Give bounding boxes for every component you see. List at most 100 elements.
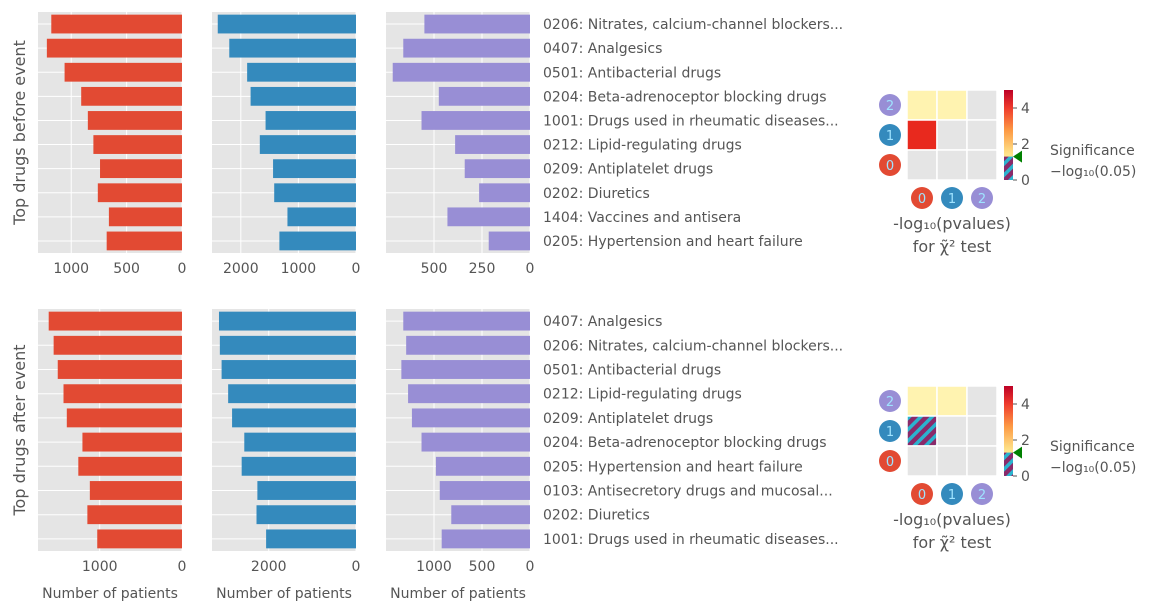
bar — [406, 335, 530, 355]
bar — [66, 408, 182, 428]
bar-panel-2: 500 250 0 — [386, 12, 534, 277]
x-tick-label: 500 — [421, 261, 448, 277]
group-marker-label: 2 — [978, 488, 986, 503]
bar — [273, 159, 356, 179]
category-label: 0103: Antisecretory drugs and mucosal... — [543, 484, 833, 500]
x-axis-label: Number of patients — [216, 586, 352, 602]
heatmap-cell — [906, 149, 938, 181]
heatmap-cell — [936, 89, 968, 121]
category-label: 0407: Analgesics — [543, 41, 662, 57]
bar — [256, 505, 356, 525]
x-tick-label: 0 — [352, 261, 361, 277]
group-marker-circle — [971, 483, 993, 505]
heatmap-cell — [966, 415, 998, 447]
category-label: 0407: Analgesics — [543, 314, 662, 330]
category-label: 0206: Nitrates, calcium-channel blockers… — [543, 17, 843, 33]
heatmap-cell — [966, 89, 998, 121]
colorbar-hatched-band — [1004, 156, 1013, 180]
group-marker-label: 0 — [886, 455, 894, 470]
bar — [265, 111, 356, 130]
colorbar-tick-label: 2 — [1021, 137, 1030, 153]
heatmap: 2 1 0 0 1 2 -log₁₀(pvalues) for χ̃² test — [879, 385, 1011, 552]
bar — [266, 529, 356, 549]
bar — [57, 360, 182, 379]
heatmap-cell — [936, 385, 968, 417]
colorbar-tick-label: 0 — [1021, 469, 1030, 485]
bar — [435, 456, 530, 476]
bar — [87, 505, 182, 525]
group-marker-label: 1 — [886, 129, 894, 144]
bar — [439, 481, 530, 500]
bar — [274, 183, 356, 203]
significance-marker — [1013, 446, 1022, 459]
heatmap-cell — [966, 385, 998, 417]
category-label: 0204: Beta-adrenoceptor blocking drugs — [543, 89, 827, 105]
colorbar-tick-label: 2 — [1021, 433, 1030, 449]
bar — [464, 159, 530, 179]
heatmap-cell — [906, 89, 938, 121]
heatmap-cell — [906, 119, 938, 151]
category-label: 0202: Diuretics — [543, 186, 650, 202]
group-marker-label: 2 — [978, 192, 986, 207]
colorbar-tick-label: 4 — [1021, 101, 1030, 117]
bar — [81, 86, 182, 106]
row-ylabel: Top drugs after event — [10, 344, 29, 516]
colorbar-tick-label: 0 — [1021, 173, 1030, 189]
bar — [403, 38, 530, 58]
heatmap-xlabel: -log₁₀(pvalues) — [893, 510, 1011, 529]
bar — [447, 207, 530, 227]
bar — [100, 159, 182, 179]
group-marker-label: 1 — [948, 488, 956, 503]
x-tick-label: 0 — [526, 261, 535, 277]
heatmap-xlabel: for χ̃² test — [913, 533, 992, 552]
heatmap-xlabel: -log₁₀(pvalues) — [893, 214, 1011, 233]
bar — [82, 432, 182, 452]
category-label: 0206: Nitrates, calcium-channel blockers… — [543, 338, 843, 354]
category-label: 0205: Hypertension and heart failure — [543, 459, 803, 475]
category-label: 1404: Vaccines and antisera — [543, 210, 741, 226]
group-marker-label: 1 — [948, 192, 956, 207]
colorbar-hatched-band — [1004, 452, 1013, 476]
group-marker-circle — [971, 187, 993, 209]
group-marker-label: 0 — [918, 488, 926, 503]
colorbar: 0 2 4 Significance −log₁₀(0.05) — [1004, 90, 1136, 189]
heatmap-cell — [966, 119, 998, 151]
colorbar-gradient — [1004, 90, 1013, 180]
bar — [421, 432, 530, 452]
group-marker-circle — [879, 420, 901, 442]
x-tick-label: 250 — [469, 261, 496, 277]
bar — [479, 183, 530, 203]
bar — [108, 207, 182, 227]
group-marker-circle — [911, 483, 933, 505]
heatmap-cell — [936, 119, 968, 151]
group-marker-label: 0 — [886, 159, 894, 174]
group-marker-label: 2 — [886, 99, 894, 114]
group-marker-circle — [941, 187, 963, 209]
bar — [259, 135, 356, 154]
group-marker-circle — [879, 124, 901, 146]
category-label: 0202: Diuretics — [543, 508, 650, 524]
x-tick-label: 0 — [178, 261, 187, 277]
significance-marker — [1013, 150, 1022, 163]
significance-label: Significance — [1050, 143, 1135, 159]
x-tick-label: 500 — [113, 261, 140, 277]
category-label: 1001: Drugs used in rheumatic diseases..… — [543, 113, 839, 129]
category-label: 0205: Hypertension and heart failure — [543, 234, 803, 250]
category-label: 1001: Drugs used in rheumatic diseases..… — [543, 532, 839, 548]
bar — [244, 432, 356, 452]
bar — [106, 231, 182, 251]
category-label: 0501: Antibacterial drugs — [543, 363, 721, 379]
x-tick-label: 1000 — [416, 559, 452, 575]
x-tick-label: 1000 — [82, 559, 118, 575]
bar — [438, 86, 530, 106]
bar — [241, 456, 356, 476]
x-tick-label: 1000 — [53, 261, 89, 277]
significance-label: Significance — [1050, 439, 1135, 455]
bar — [247, 62, 356, 82]
heatmap-xlabel: for χ̃² test — [913, 237, 992, 256]
bar — [218, 311, 356, 331]
